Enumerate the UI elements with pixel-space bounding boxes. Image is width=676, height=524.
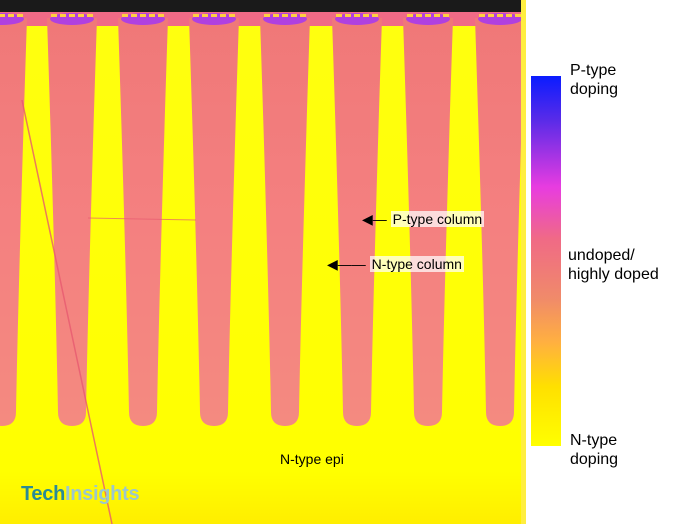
contact-dot xyxy=(425,14,431,17)
contact-dot xyxy=(506,14,512,17)
contact-dot xyxy=(158,14,164,17)
p-type-column xyxy=(332,18,382,426)
contact-dot xyxy=(354,14,360,17)
contact-dot xyxy=(0,14,5,17)
contact-dot xyxy=(336,14,342,17)
contact-dot xyxy=(443,14,449,17)
contact-dot xyxy=(60,14,66,17)
contact-dot xyxy=(87,14,93,17)
contact-dot xyxy=(479,14,485,17)
p-type-column xyxy=(189,18,239,426)
scratch-line xyxy=(21,99,113,524)
contact-dot xyxy=(300,14,306,17)
contact-dot xyxy=(202,14,208,17)
contact-dot xyxy=(229,14,235,17)
colorbar-mid-label-line1: undoped/ xyxy=(568,247,635,264)
contact-dot xyxy=(372,14,378,17)
colorbar-top-label: P-type doping xyxy=(570,61,618,99)
contact-dot xyxy=(434,14,440,17)
scratch-line-2 xyxy=(87,217,197,221)
colorbar-bottom-label-line2: doping xyxy=(570,451,619,468)
contact-dot xyxy=(220,14,226,17)
top-black-strip xyxy=(0,0,526,12)
n-type-epi-label: N-type epi xyxy=(280,451,344,467)
p-type-column xyxy=(47,18,97,426)
contact-dot xyxy=(363,14,369,17)
p-type-column xyxy=(260,18,310,426)
contact-dot xyxy=(264,14,270,17)
doping-colorbar xyxy=(531,76,561,446)
n-type-column-annotation: ◀—— N-type column xyxy=(327,256,464,272)
contact-dot xyxy=(140,14,146,17)
contact-dot xyxy=(149,14,155,17)
contact-dot xyxy=(282,14,288,17)
contact-dot xyxy=(407,14,413,17)
logo-part-insights: Insights xyxy=(65,483,140,505)
contact-dot xyxy=(273,14,279,17)
p-type-columns xyxy=(0,18,525,426)
contact-dot xyxy=(78,14,84,17)
colorbar-top-label-line1: P-type xyxy=(570,62,617,79)
contact-dot xyxy=(291,14,297,17)
colorbar-bottom-label: N-type doping xyxy=(570,431,618,469)
p-type-column xyxy=(0,18,27,426)
contact-dot xyxy=(345,14,351,17)
contact-dot xyxy=(488,14,494,17)
p-type-column xyxy=(118,18,168,426)
contact-dot xyxy=(193,14,199,17)
contact-dot xyxy=(17,14,23,17)
p-type-column-label: P-type column xyxy=(390,211,485,227)
top-contacts xyxy=(0,13,522,25)
colorbar-top-label-line2: doping xyxy=(570,81,619,98)
p-type-column-annotation: ◀— P-type column xyxy=(362,211,485,227)
contact-dot xyxy=(515,14,521,17)
arrow-left-icon: ◀— xyxy=(362,211,387,227)
p-type-column xyxy=(475,18,525,426)
logo-part-tech: Tech xyxy=(21,483,65,505)
n-type-column-label: N-type column xyxy=(369,256,464,272)
colorbar-mid-label-line2: highly doped xyxy=(568,266,659,283)
arrow-left-icon: ◀—— xyxy=(327,256,366,272)
contact-dot xyxy=(497,14,503,17)
contact-dot xyxy=(211,14,217,17)
doping-micrograph xyxy=(0,0,526,524)
contact-dot xyxy=(51,14,57,17)
techinsights-logo: TechInsights xyxy=(21,483,140,506)
colorbar-bottom-label-line1: N-type xyxy=(570,432,618,449)
colorbar-mid-label: undoped/ highly doped xyxy=(568,246,659,284)
contact-dot xyxy=(8,14,14,17)
right-edge-band xyxy=(521,0,526,524)
contact-dot xyxy=(131,14,137,17)
contact-dot xyxy=(122,14,128,17)
contact-dot xyxy=(416,14,422,17)
contact-dot xyxy=(69,14,75,17)
